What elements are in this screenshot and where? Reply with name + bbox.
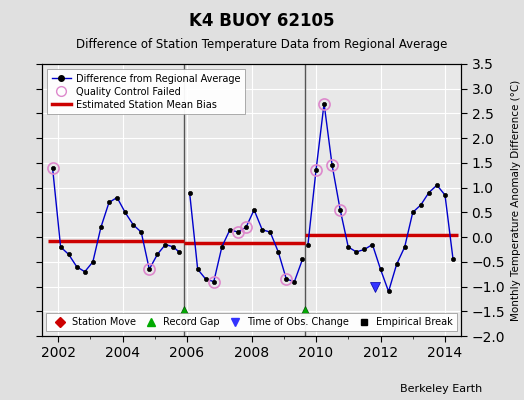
- Text: Difference of Station Temperature Data from Regional Average: Difference of Station Temperature Data f…: [77, 38, 447, 51]
- Y-axis label: Monthly Temperature Anomaly Difference (°C): Monthly Temperature Anomaly Difference (…: [511, 79, 521, 321]
- Text: K4 BUOY 62105: K4 BUOY 62105: [189, 12, 335, 30]
- Legend: Station Move, Record Gap, Time of Obs. Change, Empirical Break: Station Move, Record Gap, Time of Obs. C…: [46, 313, 457, 331]
- Text: Berkeley Earth: Berkeley Earth: [400, 384, 482, 394]
